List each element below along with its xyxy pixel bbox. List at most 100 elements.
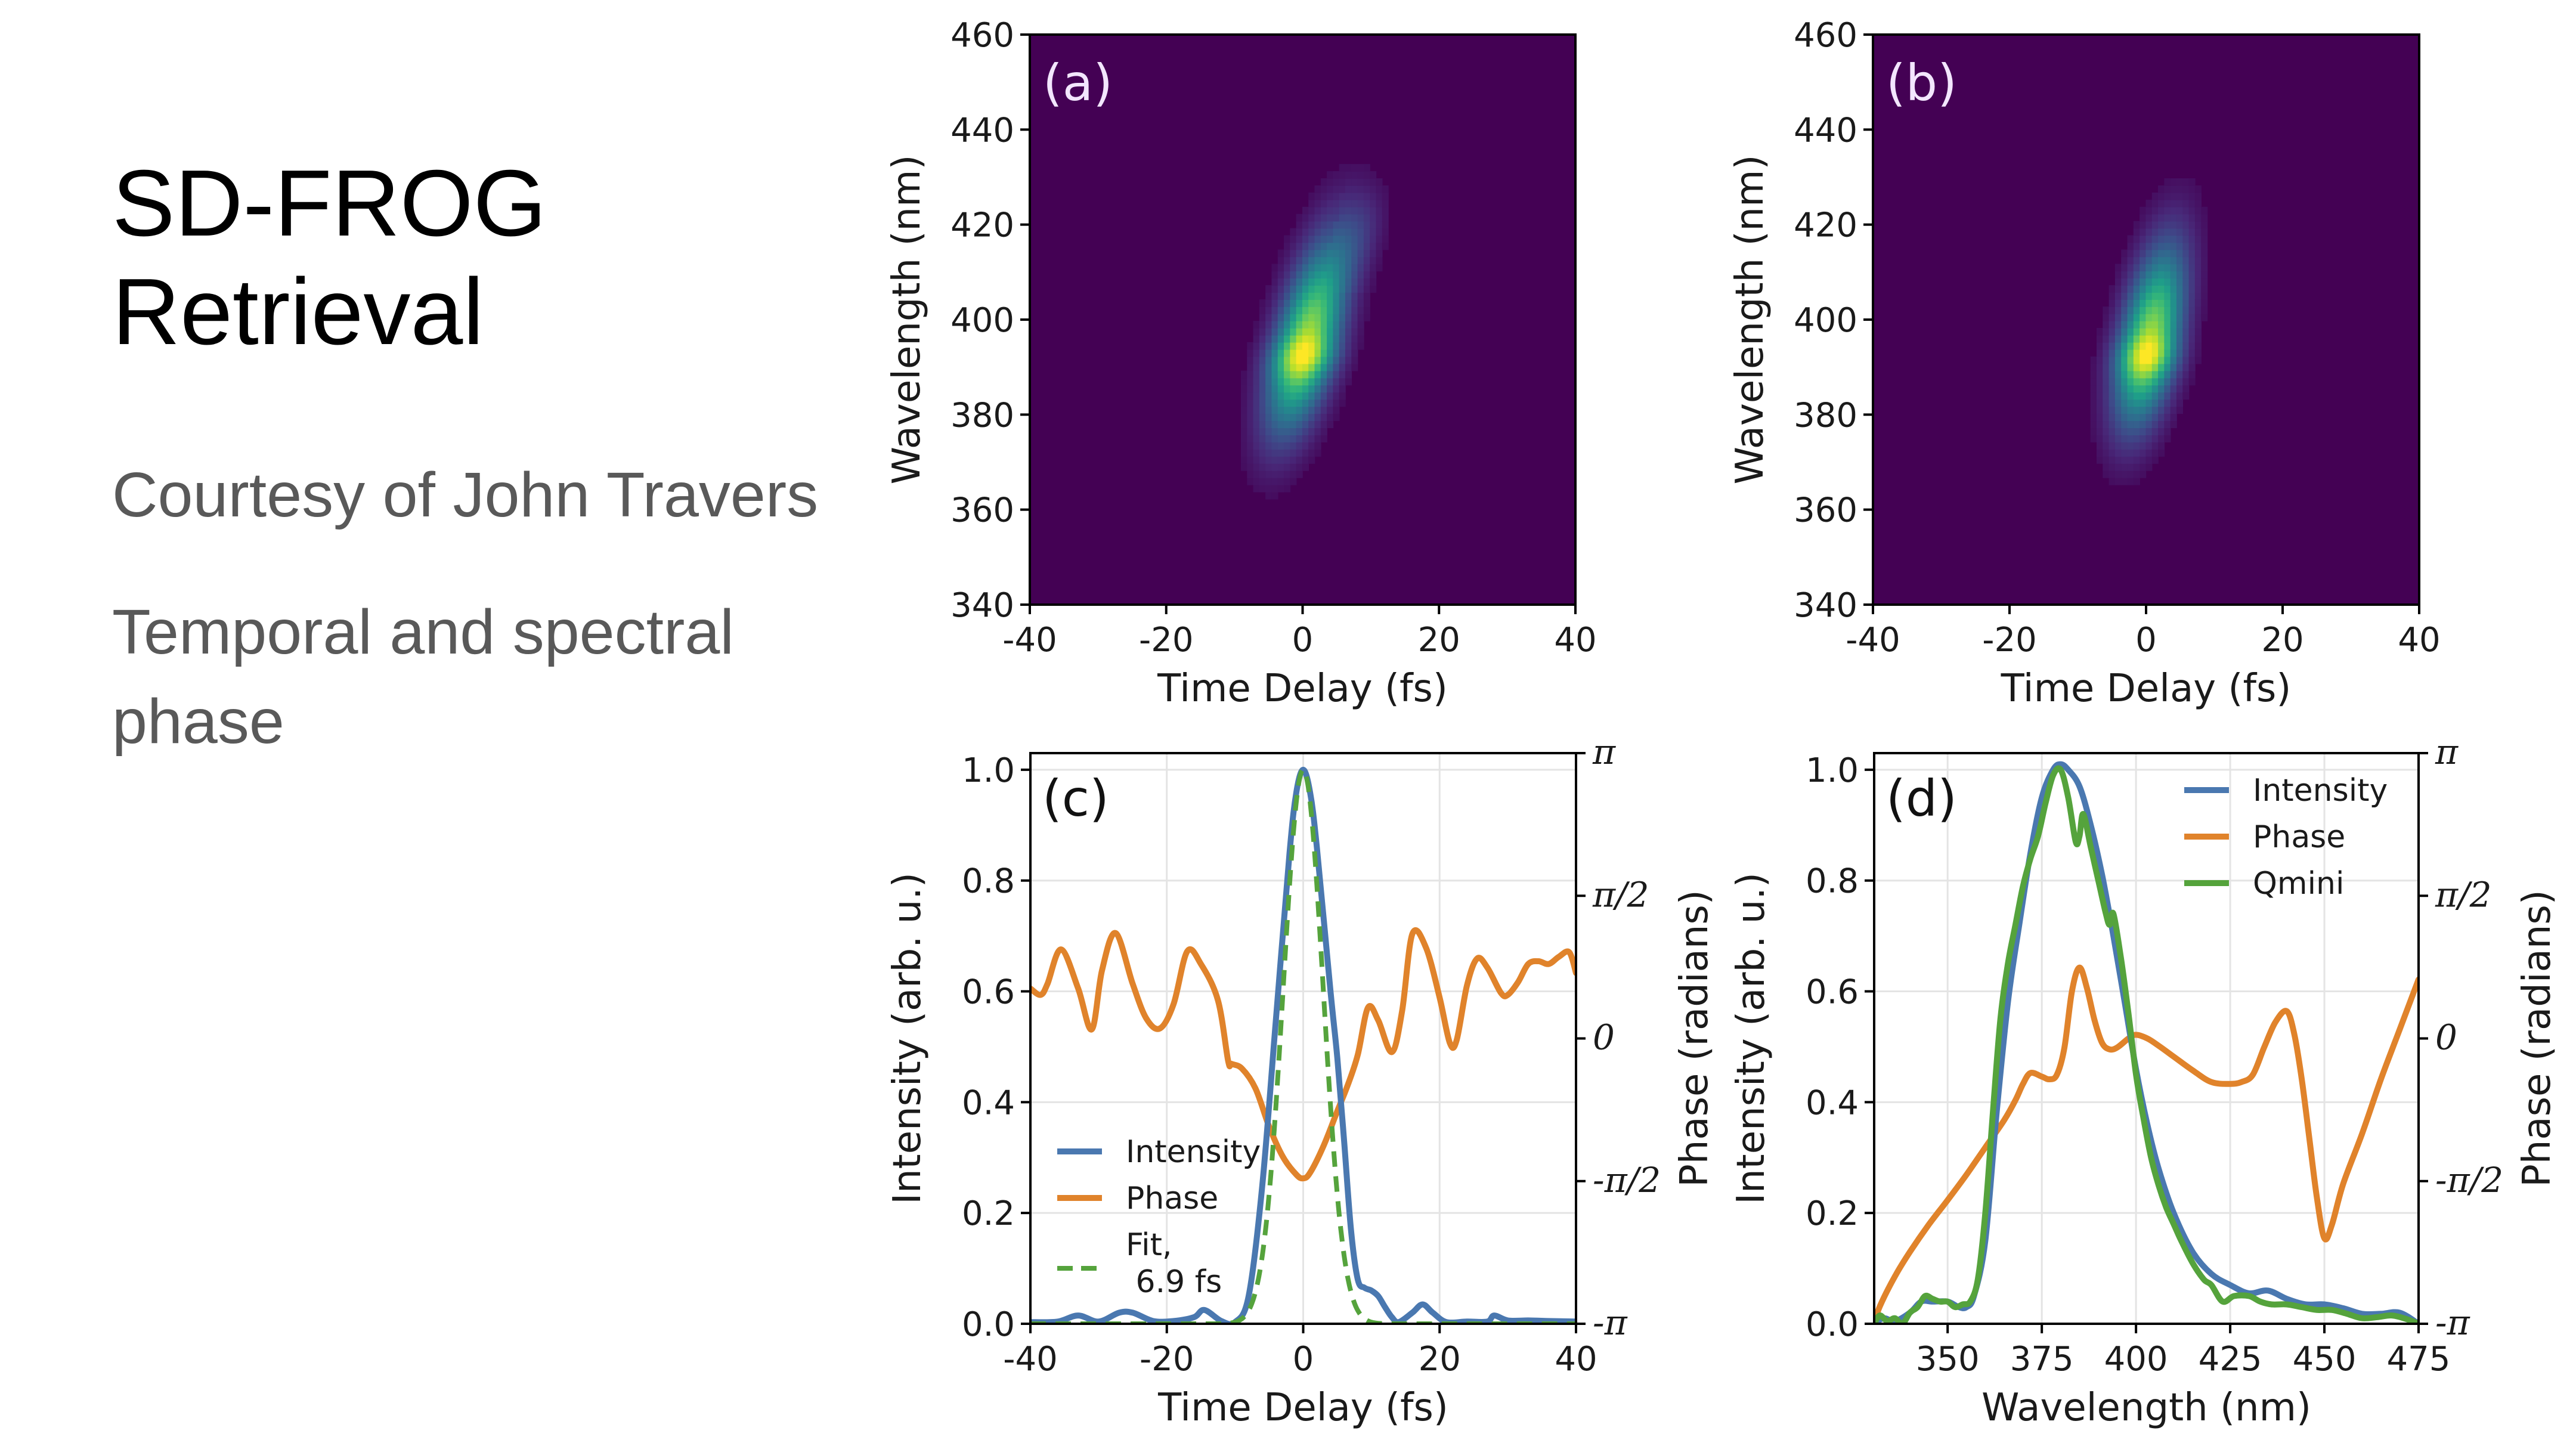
heatmap-cell xyxy=(1253,356,1260,364)
heatmap-cell xyxy=(1363,256,1370,265)
heatmap-cell xyxy=(1314,442,1321,450)
heatmap-cell xyxy=(1277,271,1284,279)
heatmap-cell xyxy=(1333,178,1340,186)
heatmap-cell xyxy=(2090,428,2097,435)
heatmap-cell xyxy=(1296,335,1303,343)
heatmap-cell xyxy=(1308,285,1315,293)
heatmap-cell xyxy=(2127,242,2134,250)
panel-c-temporal: -40 -20 0 20 40 0.0 0.2 0.4 0.6 0.8 1.0 Time Delay … xyxy=(886,732,1717,1430)
heatmap-cell xyxy=(1339,192,1346,200)
heatmap-cell xyxy=(2140,221,2147,229)
heatmap-cell xyxy=(1327,327,1334,336)
heatmap-cell xyxy=(2188,292,2196,300)
heatmap-cell xyxy=(2158,320,2165,329)
heatmap-cell xyxy=(1302,420,1309,429)
heatmap-cell xyxy=(1327,228,1334,236)
heatmap-cell xyxy=(1290,292,1297,300)
heatmap-cell xyxy=(1339,363,1346,371)
heatmap-cell xyxy=(2158,377,2165,386)
heatmap-cell xyxy=(1308,413,1315,422)
heatmap-cell xyxy=(1320,435,1327,442)
y-tick-label: 0.4 xyxy=(1806,1083,1859,1122)
heatmap-cell xyxy=(1308,199,1315,208)
heatmap-cell xyxy=(2151,314,2159,321)
heatmap-cell xyxy=(1253,363,1260,371)
heatmap-cell xyxy=(1259,306,1266,314)
heatmap-cell xyxy=(2170,342,2177,350)
heatmap-cell xyxy=(1339,164,1346,172)
heatmap-cell xyxy=(1314,213,1321,222)
heatmap-cell xyxy=(2140,363,2147,371)
heatmap-cell xyxy=(1247,428,1254,435)
heatmap-cell xyxy=(1339,264,1346,272)
heatmap-cell xyxy=(1253,320,1260,329)
heatmap-cell xyxy=(2103,342,2110,350)
heatmap-cell xyxy=(1308,256,1315,265)
heatmap-cell xyxy=(1351,185,1358,193)
heatmap-cell xyxy=(2127,278,2134,286)
heatmap-cell xyxy=(1271,377,1278,386)
heatmap-cell xyxy=(1296,213,1303,222)
heatmap-cell xyxy=(1351,285,1358,293)
heatmap-cell xyxy=(1327,377,1334,386)
heatmap-cell xyxy=(2194,299,2202,307)
heatmap-cell xyxy=(1277,399,1284,407)
heatmap-cell xyxy=(1290,356,1297,364)
heatmap-cell xyxy=(2164,327,2171,336)
heatmap-cell xyxy=(1271,285,1278,293)
heatmap-cell xyxy=(2201,264,2208,272)
heatmap-cell xyxy=(1363,292,1370,300)
heatmap-cell xyxy=(2164,178,2171,186)
heatmap-cell xyxy=(2127,349,2134,357)
heatmap-cell xyxy=(1271,456,1278,464)
heatmap-cell xyxy=(1253,342,1260,350)
heatmap-cell xyxy=(1351,299,1358,307)
x-axis-label: Time Delay (fs) xyxy=(2001,667,2292,711)
heatmap-cell xyxy=(1314,342,1321,350)
heatmap-cell xyxy=(1296,264,1303,272)
heatmap-cell xyxy=(2121,278,2128,286)
heatmap-cell xyxy=(1382,221,1389,229)
heatmap-cell xyxy=(2201,285,2208,293)
panel-label: (b) xyxy=(1886,54,1957,112)
heatmap-cell xyxy=(1271,399,1278,407)
heatmap-cell xyxy=(1302,292,1309,300)
heatmap-cell xyxy=(1376,199,1383,208)
heatmap-cell xyxy=(1314,327,1321,336)
heatmap-cell xyxy=(1290,285,1297,293)
heatmap-cell xyxy=(1376,256,1383,265)
heatmap-cell xyxy=(1259,456,1266,464)
heatmap-cell xyxy=(1284,285,1291,293)
heatmap-cell xyxy=(2103,335,2110,343)
heatmap-cell xyxy=(1253,477,1260,485)
heatmap-cell xyxy=(1290,385,1297,393)
heatmap-cell xyxy=(1351,292,1358,300)
heatmap-cell xyxy=(1259,484,1266,493)
heatmap-cell xyxy=(2158,228,2165,236)
heatmap-cell xyxy=(1265,385,1272,393)
heatmap-cell xyxy=(2109,285,2116,293)
heatmap-cell xyxy=(2090,392,2097,400)
heatmap-cell xyxy=(1308,342,1315,350)
heatmap-cell xyxy=(2151,278,2159,286)
heatmap-cell xyxy=(1376,213,1383,222)
heatmap-cell xyxy=(1271,349,1278,357)
heatmap-cell xyxy=(2127,320,2134,329)
heatmap-cell xyxy=(2170,299,2177,307)
y-tick-label: 460 xyxy=(1794,16,1857,55)
heatmap-cell xyxy=(1308,385,1315,393)
y-right-tick-label: 0 xyxy=(2435,1017,2457,1058)
heatmap-cell xyxy=(1253,470,1260,478)
heatmap-cell xyxy=(1259,442,1266,450)
heatmap-cell xyxy=(2145,221,2153,229)
heatmap-cell xyxy=(1363,278,1370,286)
x-tick-label: -40 xyxy=(1002,621,1057,660)
heatmap-cell xyxy=(2194,256,2202,265)
heatmap-cell xyxy=(1351,206,1358,215)
y-right-tick-label: 0 xyxy=(1593,1017,1615,1058)
heatmap-cell xyxy=(2170,221,2177,229)
panel-d-spectral: 350 375 400 425 450 475 0.0 0.2 0.4 0.6 0.8 1.0 Wave… xyxy=(1729,732,2559,1430)
heatmap-cell xyxy=(2164,320,2171,329)
heatmap-cell xyxy=(1277,370,1284,379)
heatmap-cell xyxy=(2170,413,2177,422)
